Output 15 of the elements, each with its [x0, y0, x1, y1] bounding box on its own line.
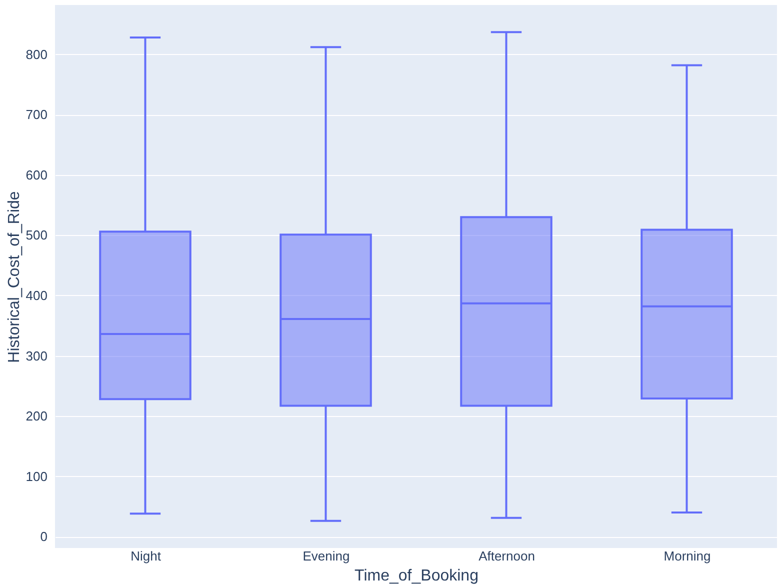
y-tick-label: 400 [26, 288, 48, 303]
x-tick-label: Night [130, 548, 162, 564]
x-tick-label: Evening [302, 548, 350, 564]
x-axis-title: Time_of_Booking [354, 568, 478, 584]
y-tick-label: 600 [26, 167, 48, 182]
y-tick-label: 800 [26, 46, 48, 62]
y-tick-label: 0 [40, 529, 48, 544]
y-tick-label: 100 [26, 468, 48, 484]
y-axis-title: Historical_Cost_of_Ride [6, 191, 23, 363]
y-tick-label: 300 [26, 348, 48, 364]
x-tick-label: Morning [664, 548, 711, 564]
y-tick-label: 700 [26, 107, 48, 122]
y-tick-label: 500 [26, 228, 48, 243]
y-tick-label: 200 [26, 408, 48, 424]
x-tick-label: Afternoon [478, 548, 535, 564]
